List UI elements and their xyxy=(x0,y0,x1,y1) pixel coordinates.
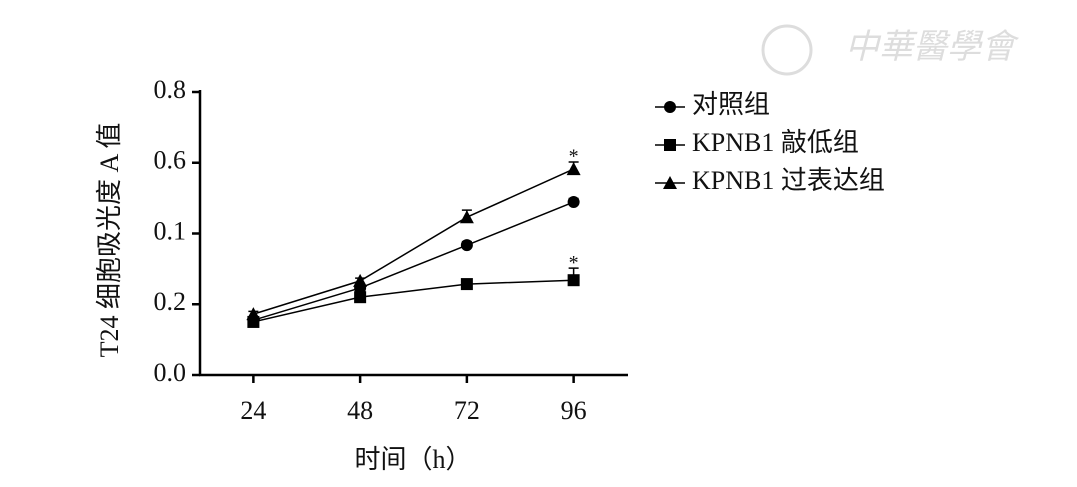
y-tick-label: 0.2 xyxy=(154,287,187,316)
x-tick-label: 48 xyxy=(347,396,373,425)
point xyxy=(459,210,474,224)
point xyxy=(246,307,261,321)
y-tick-label: 0.8 xyxy=(154,75,187,104)
annotation: * xyxy=(569,252,579,274)
x-tick-label: 96 xyxy=(561,396,587,425)
watermark-logo xyxy=(761,24,813,76)
annotation: * xyxy=(569,146,579,168)
legend-label: KPNB1 过表达组 xyxy=(692,166,885,195)
point xyxy=(460,278,473,291)
legend-marker xyxy=(664,139,676,151)
line xyxy=(253,168,574,315)
y-tick-label: 0.1 xyxy=(154,216,187,245)
x-tick-label: 24 xyxy=(240,396,266,425)
x-tick-label: 72 xyxy=(454,396,480,425)
point xyxy=(460,239,473,252)
line xyxy=(253,279,574,323)
legend-marker xyxy=(663,176,677,189)
line xyxy=(253,201,574,321)
x-axis-label: 时间（h） xyxy=(354,445,471,474)
point xyxy=(567,196,580,209)
y-tick-label: 0.0 xyxy=(154,358,187,387)
legend-marker xyxy=(664,101,676,113)
point xyxy=(354,291,367,304)
point xyxy=(353,273,368,287)
point xyxy=(567,274,580,287)
legend-label: KPNB1 敲低组 xyxy=(692,128,859,157)
y-axis-label: T24 细胞吸光度 A 值 xyxy=(95,123,124,358)
point xyxy=(566,162,581,176)
legend-label: 对照组 xyxy=(692,90,770,119)
y-tick-label: 0.6 xyxy=(154,146,187,175)
watermark: 中華醫學會 xyxy=(845,29,1020,66)
